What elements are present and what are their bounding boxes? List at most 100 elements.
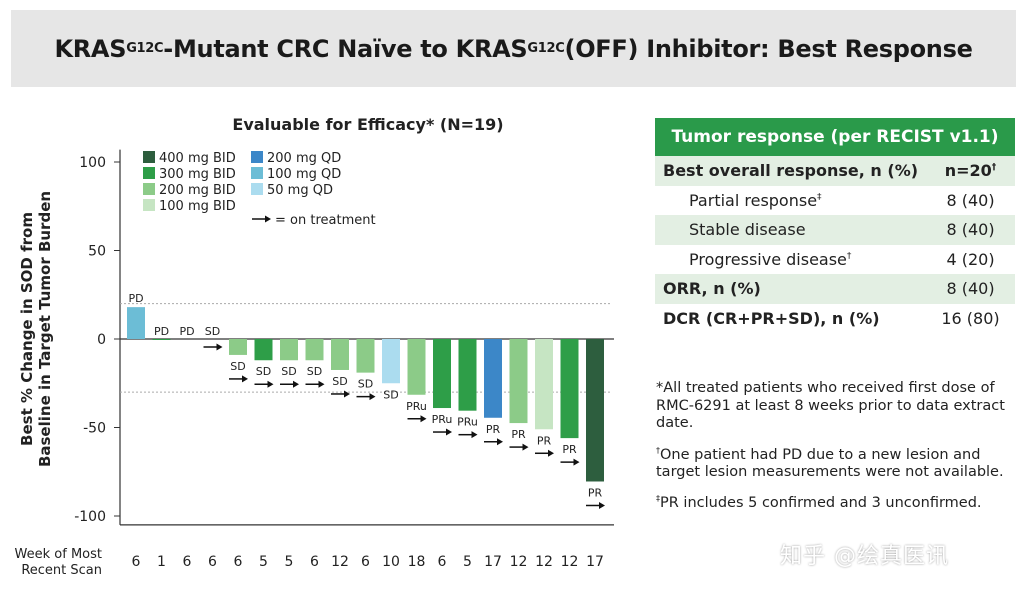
bar	[127, 307, 145, 339]
bar	[560, 339, 579, 439]
x-tick-label: 5	[259, 554, 268, 570]
x-tick-label: 17	[586, 554, 604, 570]
x-axis-label-line: Week of Most	[15, 547, 102, 562]
x-tick-label: 10	[382, 554, 400, 570]
response-label: SD	[332, 375, 347, 388]
on-treatment-arrow-icon-head	[497, 438, 503, 446]
table-header: Tumor response (per RECIST v1.1)	[655, 118, 1015, 156]
x-tick-label: 12	[510, 554, 528, 570]
x-tick-label: 17	[484, 554, 502, 570]
response-label: PRu	[406, 400, 427, 413]
on-treatment-arrow-icon-head	[293, 380, 299, 388]
x-tick-label: 18	[408, 554, 426, 570]
bar	[484, 339, 502, 418]
row-value: 8 (40)	[946, 279, 995, 299]
legend-swatch	[251, 151, 263, 163]
row-label: Partial response‡	[689, 190, 822, 210]
table-row: Partial response‡ 8 (40)	[655, 186, 1015, 216]
legend-label: 100 mg BID	[159, 199, 236, 214]
waterfall-chart: Evaluable for Efficacy* (N=19) Best % Ch…	[15, 115, 614, 578]
response-label: PD	[179, 325, 194, 338]
x-tick-label: 6	[438, 554, 447, 570]
x-tick-label: 6	[208, 554, 217, 570]
y-axis-label: Best % Change in SOD from Baseline in Tar…	[18, 191, 54, 467]
legend-label: 50 mg QD	[267, 183, 333, 198]
response-label: SD	[205, 325, 220, 338]
on-treatment-arrow-icon-head	[522, 443, 529, 451]
x-tick-label: 5	[285, 554, 294, 570]
bar	[535, 339, 553, 430]
row-label: ORR, n (%)	[663, 279, 761, 299]
on-treatment-arrow-icon-head	[599, 501, 605, 509]
legend-swatch	[143, 167, 155, 179]
row-value: 4 (20)	[946, 249, 995, 269]
bar	[382, 339, 400, 384]
table-row: DCR (CR+PR+SD), n (%) 16 (80)	[655, 304, 1015, 334]
legend-swatch	[251, 167, 263, 179]
bar	[280, 339, 298, 361]
bar	[305, 339, 324, 361]
table-row: Progressive disease† 4 (20)	[655, 245, 1015, 275]
on-treatment-arrow-icon-head	[420, 415, 427, 423]
on-treatment-arrow-icon-head	[471, 431, 478, 439]
bar	[152, 339, 171, 340]
table-row: Stable disease 8 (40)	[655, 215, 1015, 245]
response-label: SD	[281, 365, 296, 378]
tumor-response-table: Tumor response (per RECIST v1.1) Best ov…	[655, 118, 1015, 333]
slide-title: KRAS G12C -Mutant CRC Naïve to KRAS G12C (OF…	[11, 10, 1016, 87]
on-treatment-arrow-icon-head	[573, 458, 580, 466]
on-treatment-arrow-icon-head	[446, 428, 452, 436]
legend-arrow-icon-head	[265, 215, 271, 223]
on-treatment-arrow-icon-head	[242, 375, 248, 383]
legend-swatch	[143, 199, 155, 211]
response-label: PD	[154, 325, 169, 338]
bar	[509, 339, 528, 424]
x-axis-label-line: Recent Scan	[21, 563, 102, 578]
row-value: 16 (80)	[941, 308, 1000, 328]
table-row: ORR, n (%) 8 (40)	[655, 274, 1015, 304]
bar	[229, 339, 247, 355]
response-label: PR	[511, 428, 526, 441]
title-part: -Mutant CRC Naïve to KRAS	[163, 34, 528, 63]
bar	[407, 339, 426, 395]
bar	[458, 339, 477, 411]
legend-label: 200 mg QD	[267, 151, 341, 166]
row-value: 8 (40)	[946, 190, 995, 210]
legend-label: 200 mg BID	[159, 183, 236, 198]
footnote: *All treated patients who received first…	[656, 380, 1005, 431]
title-sup: G12C	[126, 41, 164, 56]
x-tick-label: 6	[310, 554, 319, 570]
response-label: SD	[383, 388, 398, 401]
response-label: SD	[230, 360, 245, 373]
x-tick-label: 6	[234, 554, 243, 570]
y-axis-label-line: Best % Change in SOD from	[18, 212, 36, 446]
response-label: SD	[307, 365, 322, 378]
row-label: Best overall response, n (%)	[663, 161, 919, 181]
legend-label: 100 mg QD	[267, 167, 341, 182]
y-axis-label-line: Baseline in Target Tumor Burden	[36, 191, 54, 467]
legend-label: 400 mg BID	[159, 151, 236, 166]
table-row: Best overall response, n (%) n=20†	[655, 156, 1015, 186]
x-tick-label: 6	[361, 554, 370, 570]
on-treatment-arrow-icon-head	[369, 393, 376, 401]
response-label: SD	[358, 378, 373, 391]
y-tick-label: 0	[97, 332, 106, 348]
on-treatment-arrow-icon-head	[548, 449, 554, 457]
on-treatment-arrow-icon-head	[216, 343, 223, 351]
footnotes: *All treated patients who received first…	[656, 380, 1021, 522]
row-value: 8 (40)	[946, 220, 995, 240]
bar	[586, 339, 604, 482]
x-tick-label: 12	[561, 554, 579, 570]
on-treatment-arrow-icon-head	[344, 390, 350, 398]
title-part: KRAS	[54, 34, 127, 63]
response-label: PR	[537, 434, 552, 447]
response-label: SD	[256, 365, 271, 378]
legend-swatch	[143, 183, 155, 195]
title-sup: G12C	[527, 41, 565, 56]
x-tick-label: 12	[535, 554, 553, 570]
on-treatment-arrow-icon-head	[318, 380, 325, 388]
response-label: PRu	[432, 413, 453, 426]
bar	[254, 339, 273, 361]
x-tick-label: 5	[463, 554, 472, 570]
